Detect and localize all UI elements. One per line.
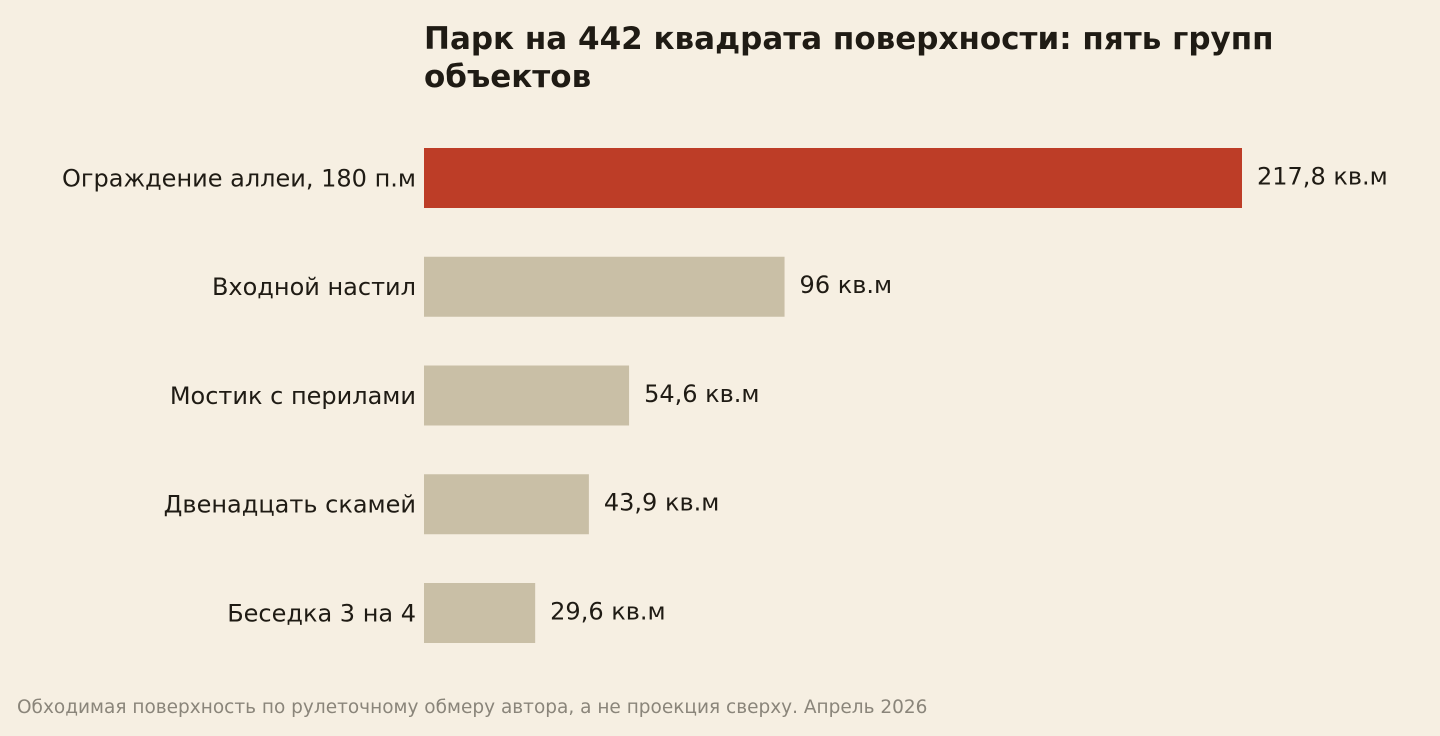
value-label: 29,6 кв.м [550, 597, 665, 625]
category-label: Мостик с перилами [170, 382, 416, 410]
chart-footnote: Обходимая поверхность по рулеточному обм… [17, 697, 928, 718]
bar-5 [424, 583, 536, 643]
bar-3 [424, 365, 630, 426]
bar-4 [424, 474, 589, 535]
category-label: Входной настил [212, 273, 416, 301]
value-label: 96 кв.м [800, 271, 893, 299]
bar-2 [424, 256, 785, 317]
value-label: 43,9 кв.м [604, 489, 719, 517]
value-label: 54,6 кв.м [644, 380, 759, 408]
chart-title: Парк на 442 квадрата поверхности: пять г… [424, 21, 1274, 95]
category-label: Беседка 3 на 4 [227, 599, 416, 627]
value-label: 217,8 кв.м [1257, 162, 1388, 190]
bar-1 [424, 148, 1242, 208]
category-label: Ограждение аллеи, 180 п.м [62, 164, 416, 192]
category-label: Двенадцать скамей [164, 491, 416, 519]
